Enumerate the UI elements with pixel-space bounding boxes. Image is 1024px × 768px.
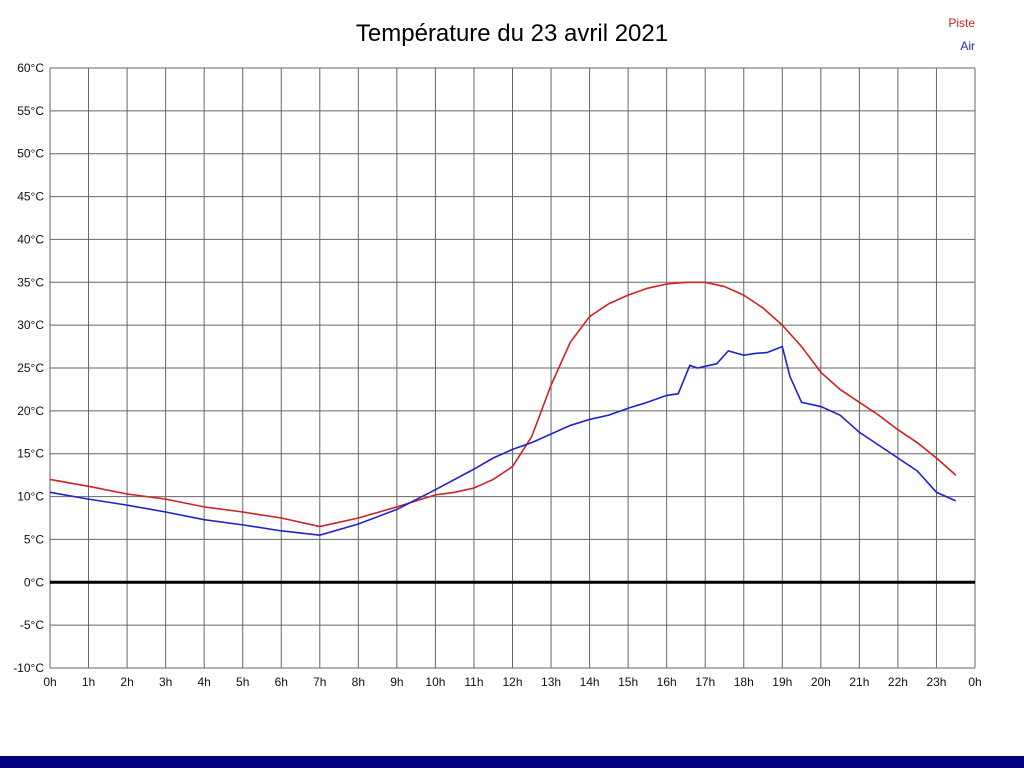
series-line-piste [49,281,957,528]
x-tick-label: 14h [580,675,600,689]
x-tick-label: 15h [618,675,638,689]
y-tick-label: 5°C [24,532,44,546]
x-tick-label: 12h [502,675,522,689]
x-tick-label: 10h [425,675,445,689]
x-tick-label: 4h [197,675,210,689]
y-tick-label: 25°C [17,361,44,375]
x-tick-label: 8h [352,675,365,689]
x-tick-label: 3h [159,675,172,689]
y-tick-label: 40°C [17,232,44,246]
x-tick-label: 5h [236,675,249,689]
y-tick-label: -5°C [20,618,44,632]
bottom-bar [0,756,1024,768]
y-tick-label: 50°C [17,147,44,161]
y-tick-label: 55°C [17,104,44,118]
legend-item-air: Air [960,39,975,53]
y-tick-label: 35°C [17,275,44,289]
y-tick-label: 30°C [17,318,44,332]
y-tick-label: 0°C [24,575,44,589]
y-tick-label: 10°C [17,490,44,504]
y-tick-label: 60°C [17,61,44,75]
x-tick-label: 19h [772,675,792,689]
x-tick-label: 1h [82,675,95,689]
x-tick-label: 9h [390,675,403,689]
x-tick-label: 22h [888,675,908,689]
x-tick-label: 0h [43,675,56,689]
legend-item-piste: Piste [948,16,975,30]
x-tick-label: 6h [275,675,288,689]
x-tick-label: 16h [657,675,677,689]
y-tick-label: 15°C [17,447,44,461]
x-tick-label: 11h [464,675,483,689]
legend: Piste Air [948,12,975,58]
x-tick-label: 20h [811,675,831,689]
x-tick-label: 17h [695,675,715,689]
y-tick-label: 20°C [17,404,44,418]
x-tick-label: 2h [120,675,133,689]
series-line-air [49,345,957,536]
x-tick-label: 18h [734,675,754,689]
chart-title: Température du 23 avril 2021 [355,20,669,47]
x-tick-label: 21h [849,675,869,689]
x-tick-label: 7h [313,675,326,689]
x-tick-label: 0h [968,675,981,689]
y-tick-label: 45°C [17,190,44,204]
y-tick-label: -10°C [13,661,44,675]
x-tick-label: 13h [541,675,561,689]
x-tick-label: 23h [926,675,946,689]
